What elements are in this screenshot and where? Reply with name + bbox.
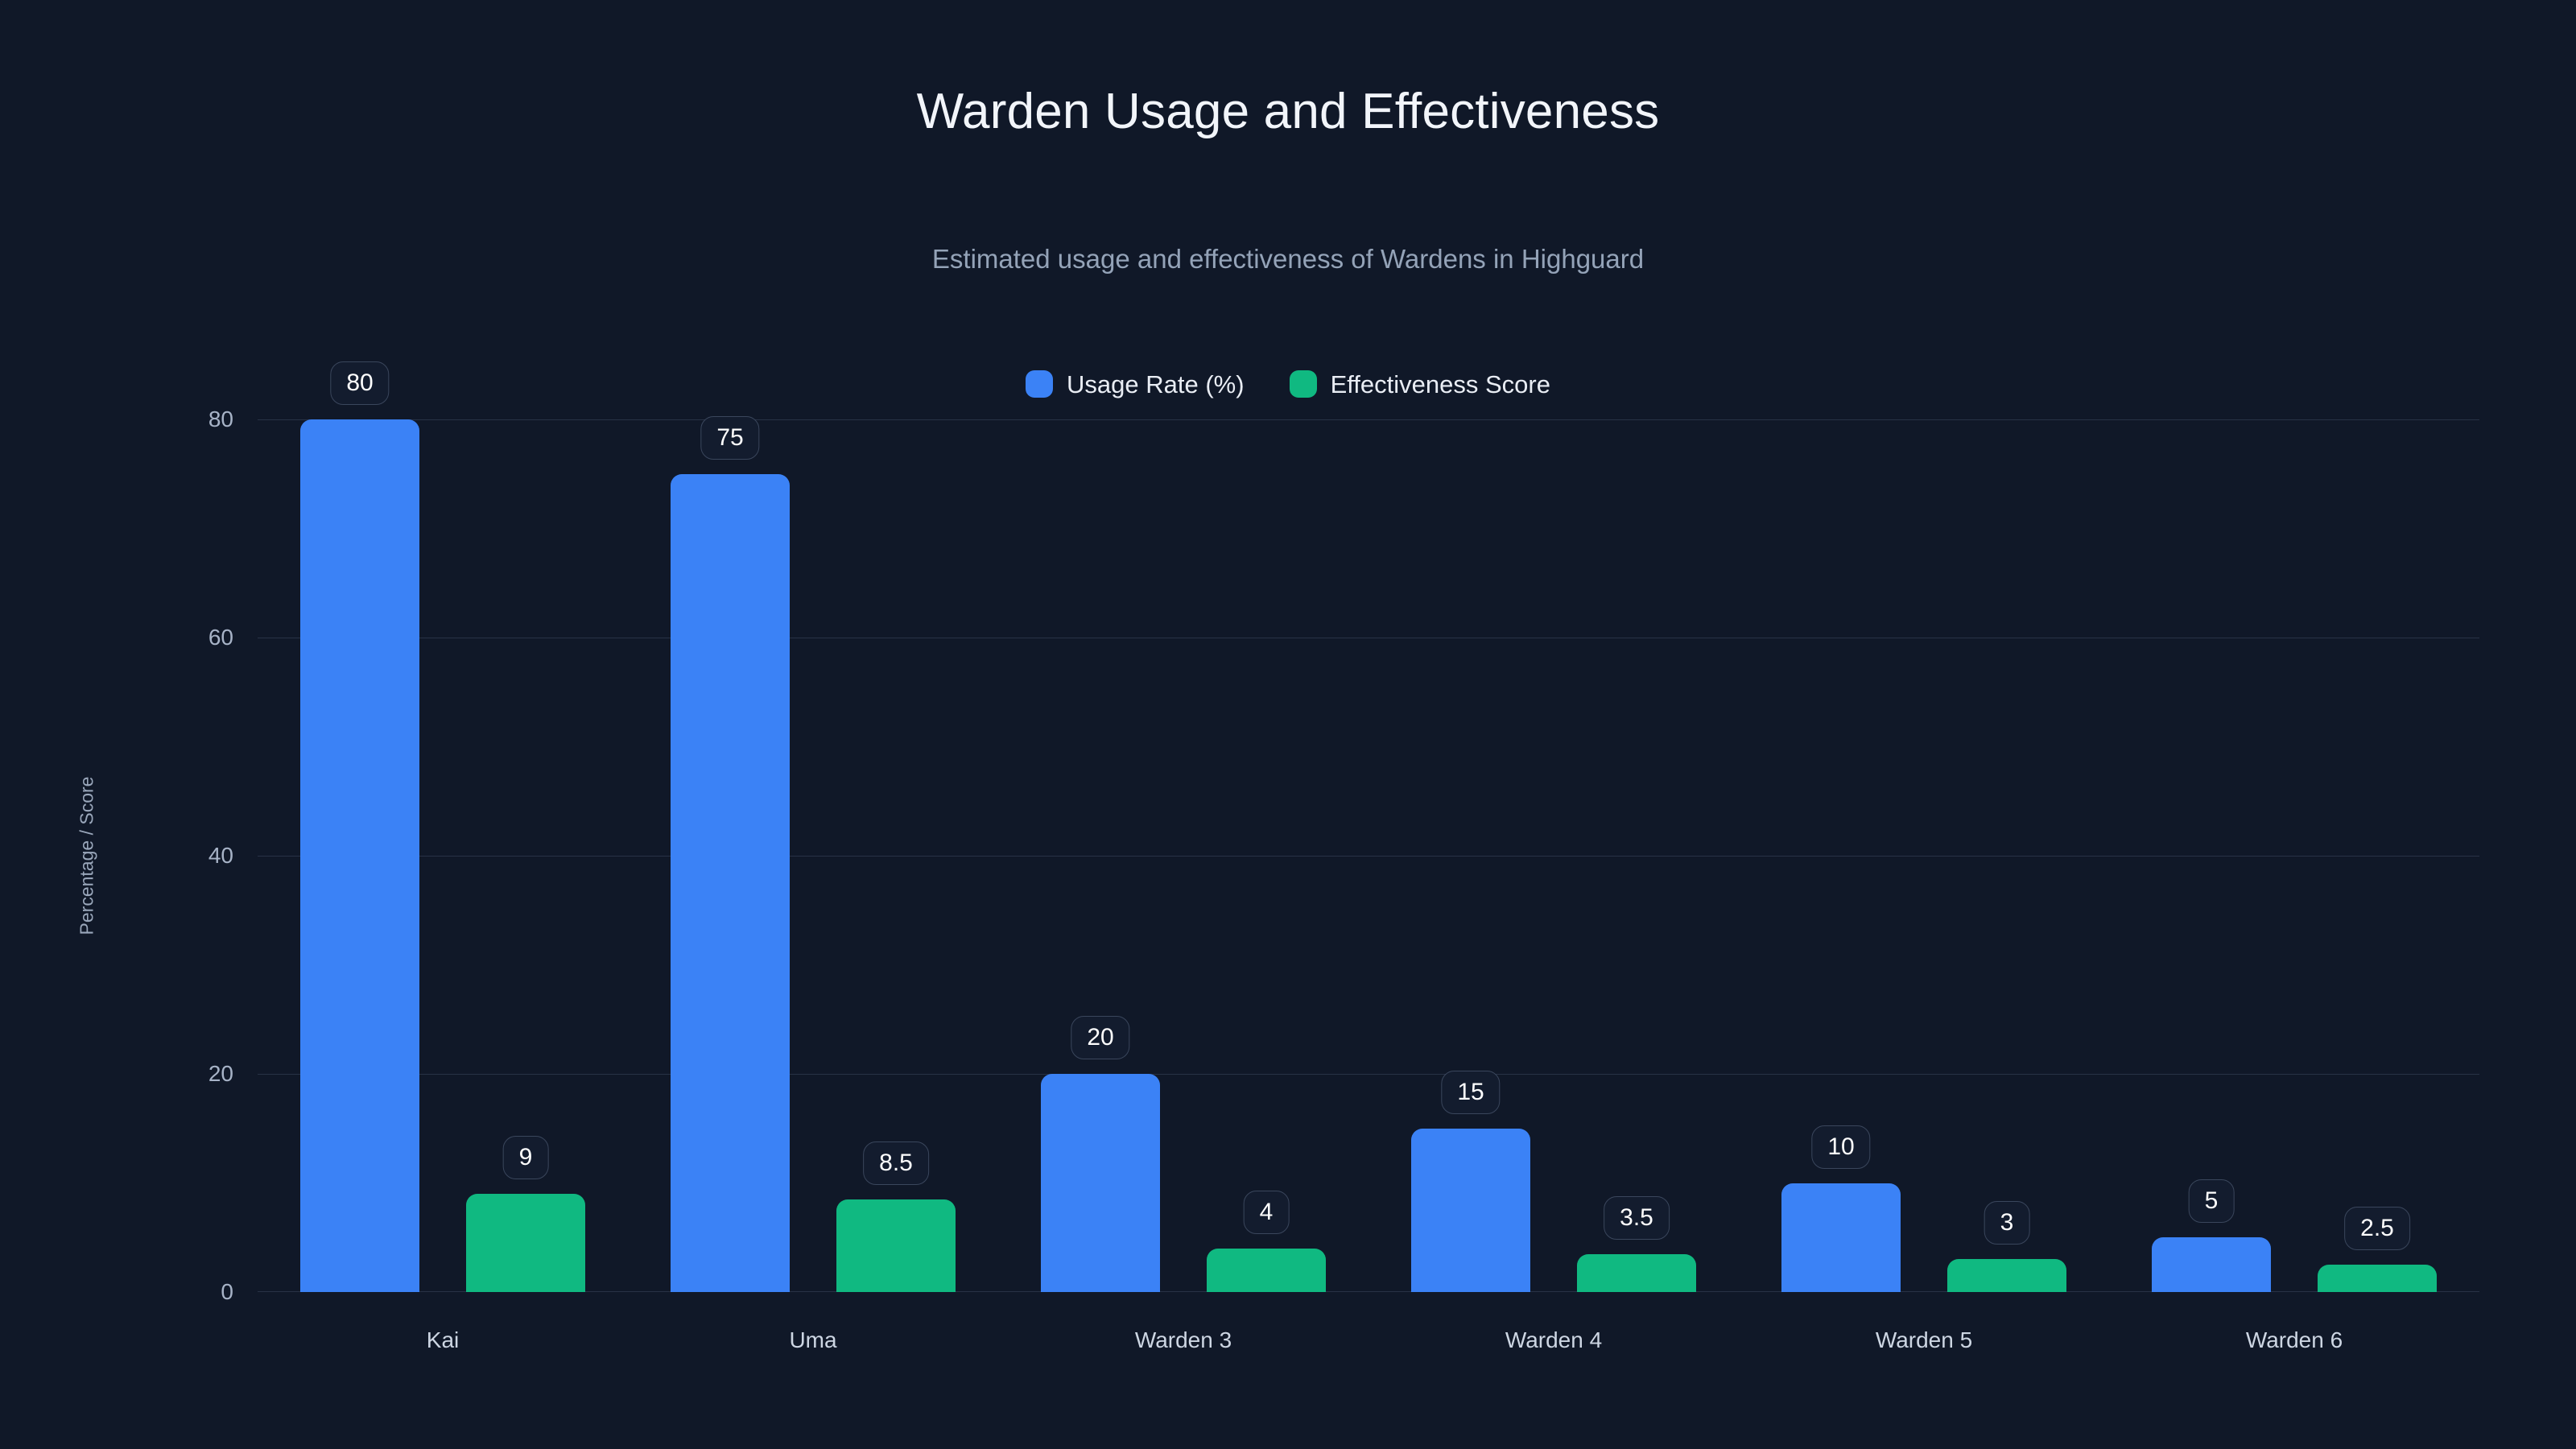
bar-usage-rate[interactable] [2152, 1237, 2271, 1292]
chart-subtitle: Estimated usage and effectiveness of War… [931, 244, 1645, 274]
bar-value-badge: 9 [502, 1136, 549, 1180]
bar-effectiveness-score[interactable] [1947, 1259, 2066, 1292]
bar-value-badge: 80 [330, 361, 390, 405]
legend-label-usage-rate: Usage Rate (%) [1067, 369, 1245, 398]
bar-usage-rate[interactable] [671, 473, 790, 1292]
bar-effectiveness-score[interactable] [1577, 1253, 1696, 1292]
bar-effectiveness-score[interactable] [1207, 1248, 1326, 1292]
legend-swatch-usage-rate [1026, 370, 1054, 398]
bar-value-badge: 75 [700, 415, 760, 460]
chart-title: Warden Usage and Effectiveness [916, 84, 1660, 139]
bar-value-badge: 8.5 [863, 1141, 929, 1185]
bar-value-badge: 15 [1441, 1070, 1501, 1114]
x-axis-label: Kai [426, 1327, 460, 1352]
bar-value-badge: 10 [1811, 1125, 1871, 1169]
legend-item-usage-rate[interactable]: Usage Rate (%) [1026, 370, 1245, 398]
bar-usage-rate[interactable] [1041, 1074, 1160, 1292]
chart-legend: Usage Rate (%) Effectiveness Score [0, 370, 2576, 398]
bar-value-badge: 3.5 [1604, 1195, 1670, 1240]
x-axis-label: Uma [789, 1327, 837, 1352]
bar-value-badge: 3 [1984, 1201, 2030, 1245]
gridline-0 [258, 1291, 2479, 1292]
bar-usage-rate[interactable] [1411, 1128, 1530, 1292]
bar-usage-rate[interactable] [1781, 1183, 1901, 1292]
plot-area [258, 419, 2479, 1292]
bar-value-badge: 20 [1071, 1016, 1130, 1059]
legend-item-effectiveness-score[interactable]: Effectiveness Score [1289, 369, 1550, 398]
bar-effectiveness-score[interactable] [836, 1199, 956, 1292]
bar-usage-rate[interactable] [300, 419, 419, 1292]
gridline-40 [258, 856, 2479, 857]
legend-swatch-effectiveness-score [1289, 370, 1317, 398]
bar-value-badge: 5 [2188, 1179, 2235, 1224]
bar-effectiveness-score[interactable] [2318, 1265, 2437, 1292]
gridline-20 [258, 1074, 2479, 1075]
legend-label-effectiveness-score: Effectiveness Score [1330, 369, 1550, 398]
x-axis-label: Warden 4 [1505, 1327, 1603, 1352]
x-axis-label: Warden 5 [1875, 1327, 1973, 1352]
gridline-80 [258, 419, 2479, 420]
bar-value-badge: 4 [1243, 1190, 1290, 1234]
bar-effectiveness-score[interactable] [466, 1194, 585, 1292]
bar-value-badge: 2.5 [2344, 1207, 2410, 1251]
x-axis-label: Warden 3 [1134, 1327, 1232, 1352]
x-axis-label: Warden 6 [2245, 1327, 2343, 1352]
